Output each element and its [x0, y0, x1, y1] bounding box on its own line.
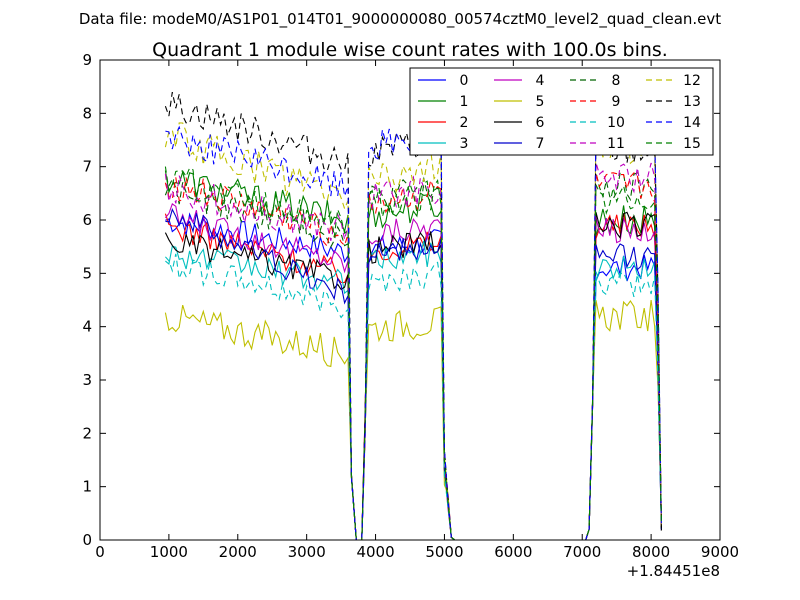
- y-tick-label: 0: [82, 531, 92, 549]
- legend-label-4: 4: [536, 73, 545, 89]
- legend-label-13: 13: [683, 94, 701, 110]
- series-line-3: [165, 240, 662, 540]
- x-tick-label: 6000: [494, 543, 532, 561]
- series-line-13: [164, 91, 662, 540]
- x-tick-label: 3000: [288, 543, 326, 561]
- series-line-0: [165, 212, 662, 540]
- axis-ticks: 0 1000 2000 3000 4000 5000 6000 7000 8000 9000012…: [82, 51, 739, 561]
- series-line-9: [164, 172, 662, 540]
- legend-label-14: 14: [683, 115, 701, 131]
- x-tick-label: 7000: [563, 543, 601, 561]
- series-line-14: [165, 125, 662, 540]
- x-offset-label: +1.84451e8: [627, 562, 720, 580]
- y-tick-label: 7: [82, 158, 92, 176]
- y-tick-label: 1: [82, 478, 92, 496]
- x-tick-label: 9000: [701, 543, 739, 561]
- series-line-7: [165, 207, 662, 540]
- y-tick-label: 8: [82, 104, 92, 122]
- series-line-15: [164, 166, 662, 540]
- series-line-6: [164, 211, 662, 540]
- chart-suptitle: Data file: modeM0/AS1P01_014T01_90000000…: [79, 10, 721, 29]
- legend-label-6: 6: [536, 115, 545, 131]
- x-tick-label: 2000: [219, 543, 257, 561]
- chart-title: Quadrant 1 module wise count rates with …: [152, 39, 668, 61]
- series-line-5: [164, 300, 662, 540]
- plot-area: [164, 91, 662, 540]
- legend-label-2: 2: [460, 115, 469, 131]
- legend-label-5: 5: [536, 94, 545, 110]
- x-tick-label: 5000: [425, 543, 463, 561]
- legend-frame: [409, 67, 714, 156]
- y-tick-label: 3: [82, 371, 92, 389]
- legend-label-9: 9: [612, 94, 621, 110]
- x-tick-label: 8000: [632, 543, 670, 561]
- series-line-2: [164, 213, 662, 540]
- axes-frame: [99, 59, 721, 541]
- legend-label-3: 3: [460, 136, 469, 152]
- legend-label-15: 15: [683, 136, 701, 152]
- y-tick-label: 5: [82, 264, 92, 282]
- y-tick-label: 9: [82, 51, 92, 69]
- x-tick-label: 4000: [356, 543, 394, 561]
- y-tick-label: 2: [82, 424, 92, 442]
- legend-label-7: 7: [536, 136, 545, 152]
- legend-label-8: 8: [612, 73, 621, 89]
- series-line-10: [164, 253, 662, 540]
- y-tick-label: 6: [82, 211, 92, 229]
- legend-label-12: 12: [683, 73, 701, 89]
- y-tick-label: 4: [82, 318, 92, 336]
- legend-label-11: 11: [607, 136, 625, 152]
- legend-label-1: 1: [460, 94, 469, 110]
- legend-label-0: 0: [460, 73, 469, 89]
- series-line-1: [164, 169, 662, 540]
- x-tick-label: 0: [95, 543, 105, 561]
- legend-label-10: 10: [607, 115, 625, 131]
- x-tick-label: 1000: [150, 543, 188, 561]
